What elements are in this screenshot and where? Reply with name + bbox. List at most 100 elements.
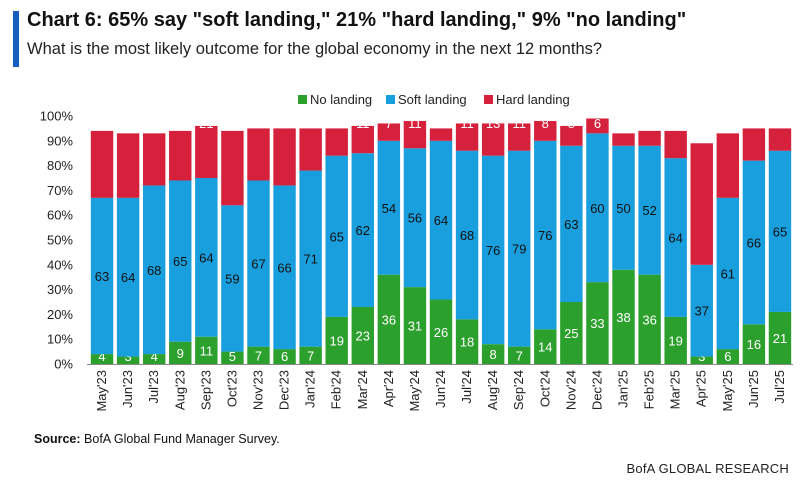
source-text: BofA Global Fund Manager Survey.: [84, 432, 280, 446]
data-label: 60: [590, 201, 604, 216]
data-label: 11: [460, 116, 474, 131]
data-label: 21: [251, 116, 265, 131]
y-tick-label: 40%: [47, 257, 73, 272]
data-label: 11: [408, 116, 422, 131]
data-label: 21: [199, 116, 213, 131]
x-tick-label: Mar'25: [668, 370, 683, 409]
data-label: 5: [437, 116, 444, 131]
y-tick-label: 70%: [47, 183, 73, 198]
data-label: 63: [564, 217, 578, 232]
bar-segment: [560, 125, 583, 146]
x-tick-label: Dec'24: [589, 370, 604, 410]
bar-segment: [403, 120, 427, 149]
y-tick-label: 100%: [40, 109, 74, 124]
y-tick-label: 20%: [47, 307, 73, 322]
data-label: 25: [564, 326, 578, 341]
bar-segment: [690, 356, 713, 364]
y-tick-label: 0%: [54, 357, 73, 372]
data-label: 67: [251, 257, 265, 272]
bar-segment: [690, 264, 713, 357]
data-label: 20: [173, 116, 187, 131]
title-accent-bar: [13, 11, 19, 67]
x-tick-label: Oct'23: [224, 370, 239, 407]
data-label: 63: [95, 269, 109, 284]
x-tick-label: Jan'24: [303, 370, 318, 408]
data-label: 9: [776, 116, 783, 131]
bar-segment: [247, 346, 270, 364]
bar-segment: [664, 130, 687, 159]
data-label: 14: [538, 340, 552, 355]
bar-segment: [481, 344, 505, 364]
bar-segment: [612, 269, 635, 364]
bar-segment: [221, 351, 244, 364]
bar-segment: [377, 274, 401, 364]
bar-segment: [116, 356, 140, 364]
y-tick-label: 30%: [47, 282, 73, 297]
data-label: 33: [590, 316, 604, 331]
data-label: 65: [773, 224, 787, 239]
data-label: 11: [200, 343, 214, 358]
data-label: 61: [721, 266, 735, 281]
bar-segment: [508, 150, 531, 347]
bar-segment: [429, 299, 453, 364]
bar-segment: [429, 128, 453, 141]
x-tick-label: May'24: [407, 370, 422, 412]
data-label: 23: [356, 328, 370, 343]
bar-segment: [403, 148, 427, 288]
bar-segment: [90, 354, 114, 364]
bar-segment: [768, 150, 792, 312]
bar-segment: [325, 316, 348, 364]
y-tick-label: 80%: [47, 158, 73, 173]
chart-title: Chart 6: 65% say "soft landing," 21% "ha…: [27, 9, 687, 31]
legend-swatch-no-landing: [298, 95, 307, 104]
x-tick-label: Nov'23: [250, 370, 265, 410]
bar-segment: [768, 128, 792, 151]
data-label: 50: [616, 201, 630, 216]
brand-label: BofA GLOBAL RESEARCH: [626, 461, 789, 476]
data-label: 6: [724, 349, 731, 364]
bar-segment: [195, 178, 218, 337]
x-tick-label: Mar'24: [355, 370, 370, 409]
bar-segment: [742, 128, 766, 161]
data-label: 79: [512, 242, 526, 257]
data-label: 65: [329, 229, 343, 244]
x-tick-label: Aug'23: [172, 370, 187, 410]
bar-segment: [247, 128, 270, 181]
bar-segment: [169, 180, 192, 342]
bar-segment: [273, 349, 296, 364]
data-label: 8: [568, 116, 575, 131]
bar-segment: [455, 123, 479, 151]
x-tick-label: Oct'24: [537, 370, 552, 407]
bar-segment: [195, 125, 218, 178]
legend-label: Soft landing: [398, 92, 467, 107]
data-label: 11: [512, 116, 526, 131]
bar-segment: [169, 130, 192, 181]
bar-segment: [560, 145, 583, 302]
x-tick-label: Jul'23: [146, 370, 161, 404]
data-label: 7: [255, 348, 262, 363]
data-label: 68: [460, 228, 474, 243]
data-label: 21: [773, 331, 787, 346]
source-label: Source:: [34, 432, 81, 446]
bar-segment: [325, 128, 348, 156]
bar-segment: [116, 133, 140, 198]
data-label: 36: [642, 312, 656, 327]
legend-swatch-hard-landing: [484, 95, 493, 104]
data-label: 68: [147, 263, 161, 278]
x-tick-label: Nov'24: [563, 370, 578, 410]
bar-segment: [169, 341, 192, 364]
bar-segment: [664, 316, 687, 364]
bar-segment: [638, 274, 661, 364]
bar-segment: [586, 118, 609, 134]
y-tick-label: 10%: [47, 332, 73, 347]
bar-segment: [142, 185, 166, 355]
bar-segment: [273, 185, 296, 350]
bar-segment: [273, 128, 296, 186]
data-label: 59: [225, 271, 239, 286]
data-label: 6: [646, 116, 653, 131]
bar-segment: [90, 197, 114, 355]
data-label: 8: [490, 347, 497, 362]
bar-segment: [299, 170, 322, 347]
bar-segment: [638, 145, 661, 275]
data-label: 37: [695, 304, 709, 319]
